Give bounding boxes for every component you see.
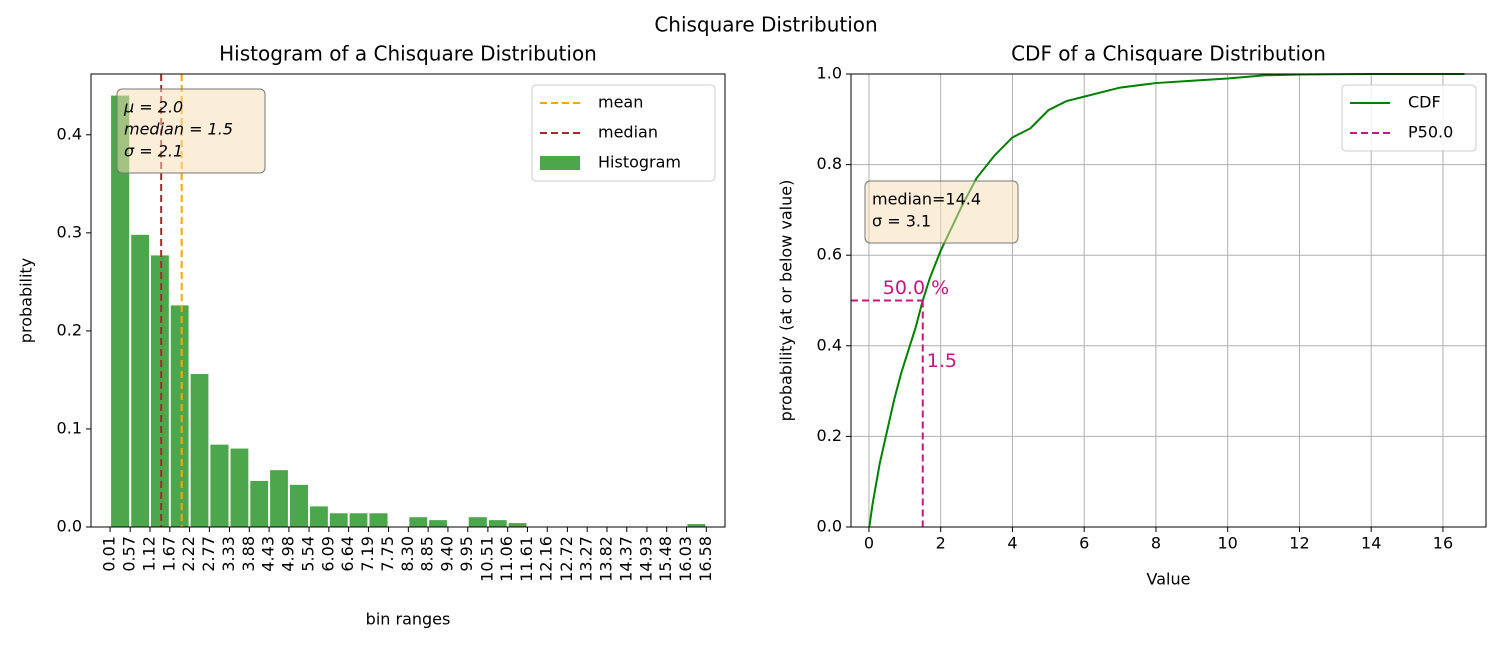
bar [190,374,209,527]
x-tick-label: 11.61 [517,536,536,582]
y-tick-label: 0.3 [57,222,82,241]
x-tick-label: 8.85 [418,536,437,572]
legend-label: median [598,123,658,142]
x-tick-label: 9.95 [457,536,476,572]
x-tick-label: 8.30 [398,536,417,572]
bar [687,524,706,527]
bar [250,480,269,527]
bar [369,513,388,527]
x-tick-label: 0.01 [100,536,119,572]
x-tick-label: 4 [1007,534,1017,553]
bar [508,523,527,527]
x-tick-label: 16 [1433,534,1453,553]
x-tick-label: 15.48 [656,536,675,582]
bar [230,448,249,527]
bar [150,255,169,527]
y-tick-label: 0.2 [57,320,82,339]
legend-swatch [540,156,580,170]
y-axis-label: probability (at or below value) [777,180,796,422]
bar [170,305,189,527]
legend-label: CDF [1408,93,1441,112]
y-tick-label: 0.0 [57,517,82,536]
chart-title: CDF of a Chisquare Distribution [1011,42,1326,66]
annotation-text: median=14.4 [872,190,981,209]
y-axis-label: probability [17,258,36,343]
axes-frame [850,73,1487,528]
bar [349,513,368,527]
x-tick-label: 0 [864,534,874,553]
cdf-line [868,73,1465,528]
x-tick-label: 1.12 [140,536,159,572]
x-axis-label: bin ranges [366,610,451,629]
x-tick-label: 1.67 [159,536,178,572]
percentile-label: 1.5 [927,350,957,372]
annotation-box [864,180,1019,244]
annotation-text: median = 1.5 [124,120,233,139]
x-tick-label: 5.54 [299,536,318,572]
x-tick-label: 14.93 [636,536,655,582]
x-tick-label: 14 [1361,534,1381,553]
x-tick-label: 7.19 [358,536,377,572]
x-tick-label: 3.33 [219,536,238,572]
axes-frame [90,73,726,528]
x-tick-label: 7.75 [378,536,397,572]
legend-label: mean [598,93,643,112]
x-tick-label: 8 [1151,534,1161,553]
x-tick-label: 6.64 [338,536,357,572]
x-tick-label: 6 [1079,534,1089,553]
x-tick-label: 10 [1218,534,1238,553]
bar [270,470,288,527]
x-tick-label: 4.43 [259,536,278,572]
y-tick-label: 0.8 [817,154,842,173]
bar [310,506,328,527]
bar [468,517,487,527]
y-tick-label: 0.2 [817,426,842,445]
x-axis-label: Value [1147,570,1191,589]
y-tick-label: 0.6 [817,245,842,264]
y-tick-label: 0.4 [57,124,82,143]
legend-label: Histogram [598,153,681,172]
x-tick-label: 3.88 [239,536,258,572]
x-tick-label: 14.37 [616,536,635,582]
annotation-text: μ = 2.0 [123,98,183,117]
x-tick-label: 2 [936,534,946,553]
bar [329,513,348,527]
bar [131,234,150,528]
y-tick-label: 0.4 [817,335,842,354]
x-tick-label: 13.27 [577,536,596,582]
legend-label: P50.0 [1408,123,1453,142]
x-tick-label: 4.98 [278,536,297,572]
bar [488,520,507,527]
x-tick-label: 10.51 [477,536,496,582]
x-tick-label: 2.22 [179,536,198,572]
bar [111,95,130,528]
y-tick-label: 0.0 [817,517,842,536]
annotation-text: σ = 2.1 [124,142,183,161]
x-tick-label: 13.82 [596,536,615,582]
annotation-box [116,88,266,174]
bar [289,484,309,527]
y-tick-label: 0.1 [57,418,82,437]
x-tick-label: 12 [1289,534,1309,553]
x-tick-label: 16.58 [696,536,715,582]
x-tick-label: 11.06 [497,536,516,582]
x-tick-label: 16.03 [676,536,695,582]
x-tick-label: 12.16 [537,536,556,582]
chart-title: Histogram of a Chisquare Distribution [219,42,597,66]
x-tick-label: 2.77 [199,536,218,572]
bar [409,517,428,527]
y-tick-label: 1.0 [817,64,842,83]
x-tick-label: 0.57 [120,536,139,572]
annotation-text: σ = 3.1 [872,212,931,231]
bar [210,444,229,527]
bar [429,520,447,527]
x-tick-label: 6.09 [318,536,337,572]
legend [1341,84,1477,152]
x-tick-label: 9.40 [437,536,456,572]
figure-title: Chisquare Distribution [654,13,877,37]
percentile-label: 50.0 % [883,277,949,299]
x-tick-label: 12.72 [557,536,576,582]
